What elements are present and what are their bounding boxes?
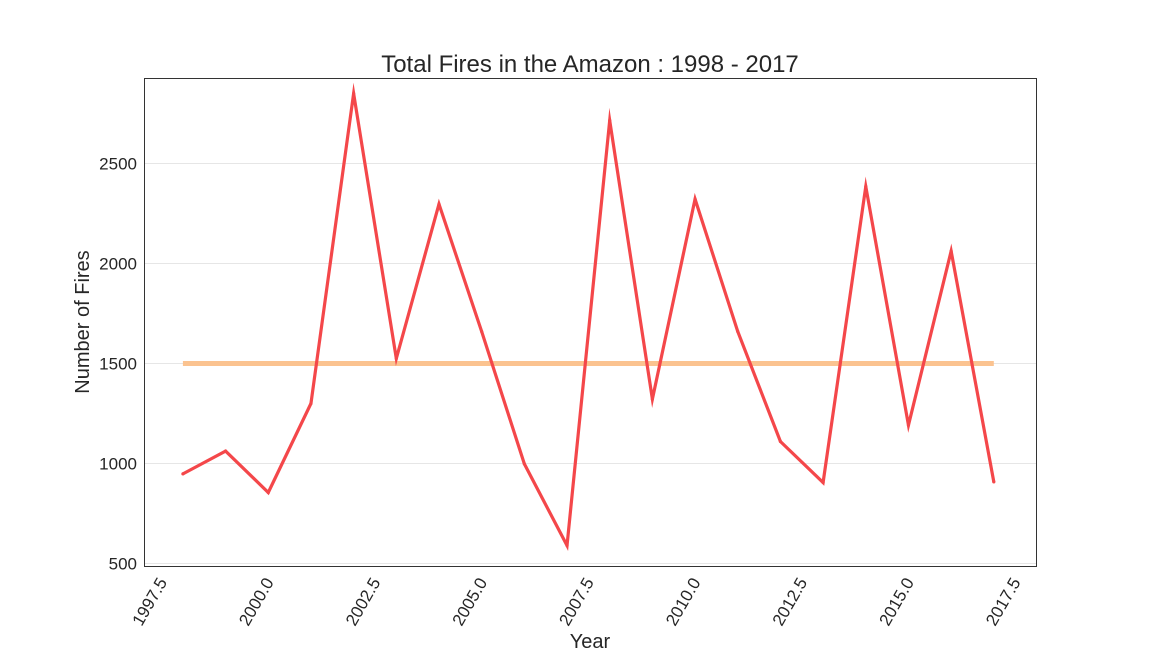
- fires-data-point: [864, 184, 868, 189]
- x-axis-label: Year: [570, 631, 611, 648]
- y-tick-label: 1000: [99, 455, 137, 474]
- fires-data-point: [437, 202, 441, 206]
- chart-title: Total Fires in the Amazon : 1998 - 2017: [381, 51, 799, 78]
- fires-data-point: [181, 472, 185, 476]
- fires-data-point: [480, 329, 484, 334]
- y-tick-label: 2000: [99, 255, 137, 274]
- fires-series-line: [182, 82, 996, 551]
- fires-data-point: [693, 197, 697, 201]
- fires-data-point: [650, 397, 654, 401]
- y-tick-label: 2500: [99, 155, 137, 174]
- fires-data-point: [778, 439, 783, 444]
- fires-data-point: [992, 480, 996, 484]
- fires-data-point: [608, 118, 612, 123]
- y-axis-label: Number of Fires: [72, 250, 94, 393]
- fires-data-point: [223, 449, 228, 453]
- fires-data-point: [821, 480, 825, 485]
- fires-data-point: [906, 423, 911, 427]
- y-tick-label: 500: [109, 555, 137, 574]
- fires-data-point: [949, 249, 953, 253]
- fires-data-point: [565, 543, 569, 548]
- plot-frame: [144, 78, 1037, 567]
- fires-data-point: [352, 91, 356, 96]
- y-tick-label: 1500: [99, 355, 137, 374]
- series-layer: [181, 82, 996, 551]
- fires-data-point: [266, 490, 270, 495]
- fires-data-point: [394, 356, 398, 361]
- fires-data-point: [736, 329, 740, 334]
- fires-data-point: [309, 401, 313, 406]
- y-tick-labels: 500 1000 1500 2000 2500: [99, 155, 137, 574]
- fires-data-point: [522, 462, 526, 466]
